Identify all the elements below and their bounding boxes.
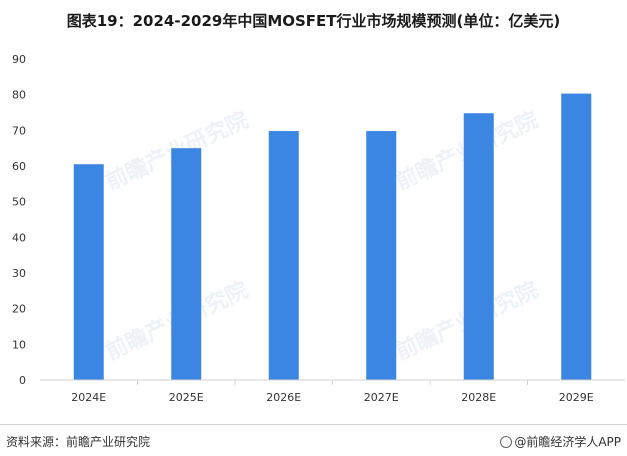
chart-title: 图表19：2024-2029年中国MOSFET行业市场规模预测(单位：亿美元) — [66, 12, 561, 30]
y-tick-label: 70 — [12, 124, 26, 137]
bar — [463, 113, 494, 381]
app-credit-text: @前瞻经济学人APP — [514, 435, 621, 449]
x-tick-label: 2024E — [71, 391, 106, 404]
y-tick-label: 30 — [12, 267, 26, 280]
app-logo-icon — [500, 436, 513, 448]
x-tick-label: 2027E — [364, 391, 399, 404]
x-tick-label: 2026E — [266, 391, 301, 404]
y-tick-label: 20 — [12, 303, 26, 316]
source-note: 资料来源：前瞻产业研究院 — [6, 435, 151, 449]
x-tick-label: 2029E — [559, 391, 594, 404]
y-tick-label: 10 — [12, 338, 26, 351]
y-tick-label: 50 — [12, 196, 26, 209]
y-tick-label: 0 — [19, 374, 26, 387]
bar-chart: 前瞻产业研究院前瞻产业研究院前瞻产业研究院前瞻产业研究院 01020304050… — [12, 53, 625, 404]
bar — [171, 148, 202, 380]
y-tick-label: 40 — [12, 231, 26, 244]
bar — [561, 93, 592, 380]
y-tick-label: 80 — [12, 89, 26, 102]
x-tick-label: 2028E — [461, 391, 496, 404]
bar — [268, 131, 299, 380]
x-axis-ticks: 2024E 2025E 2026E 2027E 2028E 2029E — [71, 380, 594, 404]
x-tick-label: 2025E — [169, 391, 204, 404]
y-tick-label: 60 — [12, 160, 26, 173]
bar — [366, 131, 397, 380]
y-axis-ticks: 0 10 20 30 40 50 60 70 80 90 — [12, 53, 26, 387]
bar-series — [73, 93, 592, 381]
bar — [73, 164, 104, 380]
app-credit: @前瞻经济学人APP — [500, 433, 621, 450]
y-tick-label: 90 — [12, 53, 26, 66]
footer: 资料来源：前瞻产业研究院 @前瞻经济学人APP — [0, 424, 627, 456]
